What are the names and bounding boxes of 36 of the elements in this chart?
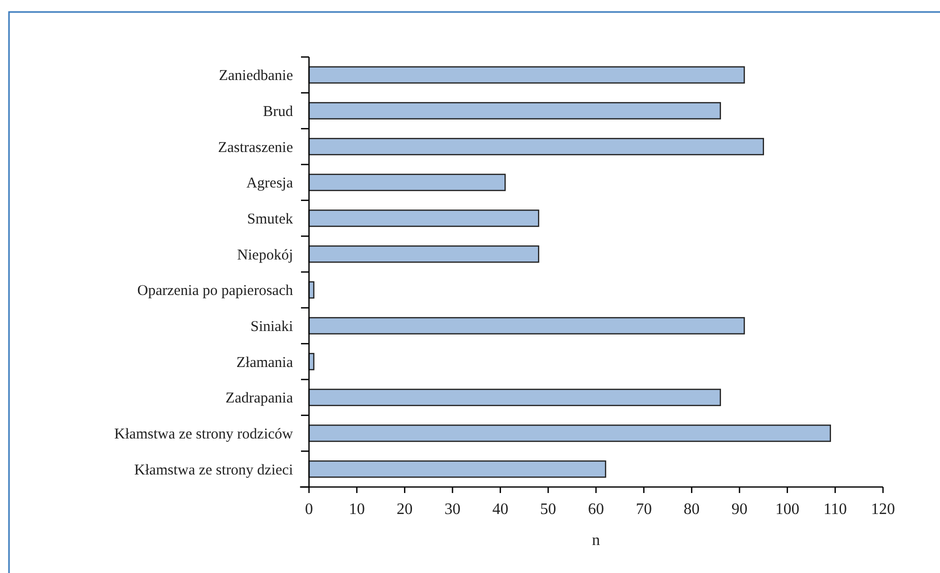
bar xyxy=(308,245,540,263)
y-tick-label: Zaniedbanie xyxy=(218,68,294,84)
bar xyxy=(308,66,745,84)
y-tick-label: Kłamstwa ze strony rodziców xyxy=(114,426,294,442)
y-tick-label: Siniaki xyxy=(250,319,293,335)
y-tick-label: Brud xyxy=(263,104,294,120)
x-tick-label: 40 xyxy=(492,501,508,518)
x-tick-label: 20 xyxy=(396,501,413,518)
y-tick-label: Złamania xyxy=(236,354,294,371)
x-tick-label: 0 xyxy=(305,501,313,518)
bar xyxy=(308,138,764,156)
bar xyxy=(308,388,721,406)
x-tick-label: 80 xyxy=(684,501,700,518)
y-tick-label: Smutek xyxy=(247,212,294,228)
x-tick-label: 50 xyxy=(540,501,556,518)
x-tick-label: 120 xyxy=(871,501,895,518)
x-tick-label: 90 xyxy=(732,501,748,518)
bar xyxy=(308,317,745,334)
x-tick-label: 30 xyxy=(444,501,460,518)
y-tick-label: Zadrapania xyxy=(226,390,294,407)
bar xyxy=(308,460,606,478)
y-tick-label: Niepokój xyxy=(237,247,293,264)
x-tick-label: 60 xyxy=(588,501,604,518)
y-tick-label: Zastraszenie xyxy=(218,140,294,156)
y-tick-label: Agresja xyxy=(246,176,294,192)
bar xyxy=(308,102,721,120)
bar xyxy=(308,210,540,227)
x-tick-label: 110 xyxy=(823,501,847,518)
x-tick-label: 10 xyxy=(348,501,365,518)
bar xyxy=(308,424,831,442)
x-axis-title: n xyxy=(592,532,600,549)
bar xyxy=(308,174,506,192)
x-tick-label: 100 xyxy=(775,501,800,518)
y-tick-label: Kłamstwa ze strony dzieci xyxy=(134,462,293,478)
x-tick-label: 70 xyxy=(636,501,652,518)
y-tick-label: Oparzenia po papierosach xyxy=(137,283,294,300)
